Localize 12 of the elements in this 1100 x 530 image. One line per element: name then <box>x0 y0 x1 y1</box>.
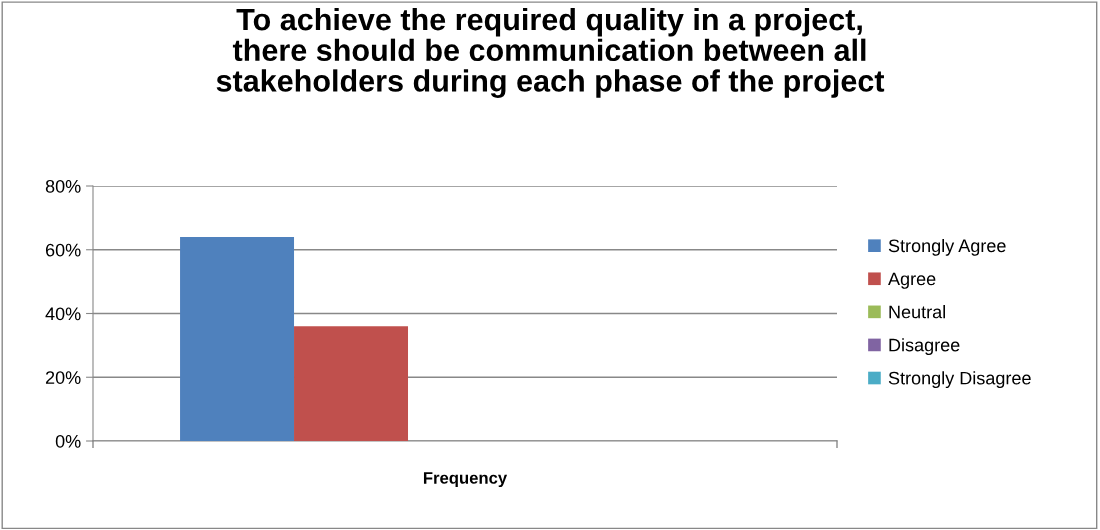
y-tick-label: 20% <box>45 371 81 384</box>
legend-label: Strongly Disagree <box>888 371 1031 389</box>
x-tick-label: Frequency <box>423 472 508 488</box>
legend-label: Neutral <box>889 305 945 319</box>
y-tick-label: 0% <box>55 434 81 448</box>
chart-title: To achieve the required quality in a project, there should be communication between all stakeholders during each phase of the project <box>216 7 885 98</box>
y-tick-label: 80% <box>45 179 81 193</box>
legend-label: Disagree <box>889 338 960 355</box>
legend-label: Agree <box>888 272 936 289</box>
y-tick-label: 40% <box>45 307 81 321</box>
y-tick-label: 60% <box>45 243 81 257</box>
legend-label: Strongly Agree <box>888 238 1006 256</box>
